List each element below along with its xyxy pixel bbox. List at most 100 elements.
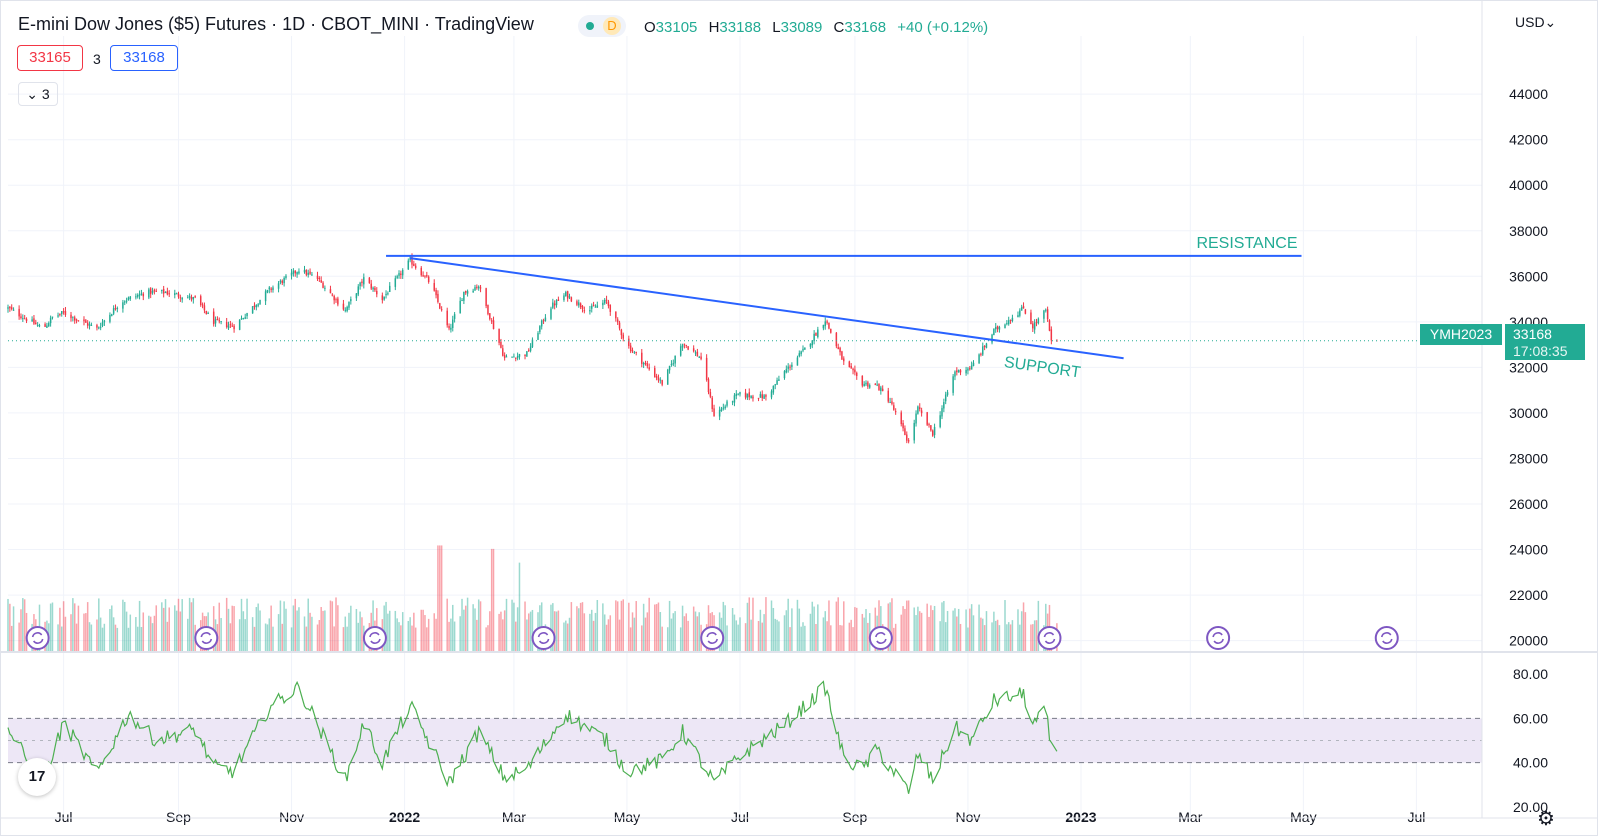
volume-bar xyxy=(463,609,465,652)
bar-countdown: 17:08:35 xyxy=(1513,343,1568,359)
candle-body xyxy=(590,305,593,309)
volume-bar xyxy=(731,608,734,652)
candle-body xyxy=(946,392,949,395)
candle-body xyxy=(259,300,261,305)
candle-body xyxy=(1050,329,1053,341)
volume-bar xyxy=(1020,611,1023,652)
candle-body xyxy=(268,287,271,290)
volume-bar xyxy=(529,611,532,652)
candle-body xyxy=(83,319,85,322)
candle-body xyxy=(129,296,132,299)
volume-bar xyxy=(492,548,495,652)
gear-icon[interactable]: ⚙ xyxy=(1537,808,1555,830)
market-status[interactable]: D xyxy=(578,15,626,37)
volume-bar xyxy=(188,597,191,652)
candle-body xyxy=(62,311,65,313)
volume-bar xyxy=(761,622,763,652)
volume-bar xyxy=(978,604,980,652)
candle-body xyxy=(1035,321,1038,323)
candle-body xyxy=(307,272,309,275)
volume-bar xyxy=(452,604,454,652)
collapse-indicators-button[interactable]: ⌄ 3 xyxy=(18,82,58,106)
chart-title[interactable]: E-mini Dow Jones ($5) Futures · 1D · CBO… xyxy=(18,14,534,34)
candle-body xyxy=(1030,312,1032,325)
dividend-symbol xyxy=(537,632,550,644)
candle-body xyxy=(544,317,547,321)
candle-body xyxy=(615,311,617,319)
candle-body xyxy=(707,379,710,393)
candle-body xyxy=(850,366,852,369)
candle-body xyxy=(381,295,384,301)
candle-body xyxy=(227,325,230,329)
tradingview-logo[interactable]: 17 xyxy=(18,758,56,796)
candle-body xyxy=(427,276,430,282)
volume-bar xyxy=(9,603,11,652)
candle-body xyxy=(187,297,189,299)
candle-body xyxy=(101,322,104,326)
dividend-marker-icon xyxy=(25,626,50,650)
volume-bar xyxy=(485,627,487,652)
volume-bar xyxy=(450,618,452,652)
candle-body xyxy=(316,275,319,279)
candle-body xyxy=(772,385,775,393)
candle-body xyxy=(277,283,280,289)
candle-body xyxy=(694,352,697,354)
candle-body xyxy=(7,307,9,309)
candle-body xyxy=(90,324,93,326)
volume-bar xyxy=(357,622,359,652)
candle-body xyxy=(111,314,113,316)
volume-bar xyxy=(526,619,528,652)
candle-body xyxy=(23,318,26,320)
candle-body xyxy=(20,316,22,319)
candle-body xyxy=(565,291,567,297)
volume-bar xyxy=(466,597,469,652)
buy-price-button[interactable]: 33168 xyxy=(110,45,178,71)
currency-selector[interactable]: USD⌄ xyxy=(1515,14,1557,30)
volume-bar xyxy=(592,620,595,652)
candle-body xyxy=(789,366,791,368)
candle-body xyxy=(218,320,221,322)
volume-bar xyxy=(433,613,435,652)
volume-bar xyxy=(843,601,845,652)
volume-bar xyxy=(965,609,967,652)
candle-body xyxy=(1033,322,1036,330)
sell-price-button[interactable]: 33165 xyxy=(17,45,83,71)
candle-body xyxy=(1004,324,1006,329)
candle-body xyxy=(1022,306,1025,309)
support-trendline xyxy=(409,257,1124,360)
candle-body xyxy=(648,367,650,370)
delayed-badge: D xyxy=(603,17,621,35)
candle-body xyxy=(668,365,671,371)
candle-body xyxy=(876,384,878,386)
volume-bar xyxy=(498,613,500,652)
rsi-pane: 80.00 60.00 40.00 20.00 xyxy=(7,666,1548,815)
volume-bar xyxy=(427,618,430,652)
candle-body xyxy=(1017,315,1019,318)
volume-bar xyxy=(620,600,623,652)
volume-bar xyxy=(855,607,858,652)
dividend-marker-icon xyxy=(868,626,893,650)
volume-bar xyxy=(826,621,828,652)
candle-body xyxy=(570,297,573,302)
volume-bar xyxy=(902,606,904,652)
volume-bar xyxy=(590,609,593,652)
candle-body xyxy=(620,329,623,336)
volume-bar xyxy=(272,626,274,652)
candle-body xyxy=(38,325,41,327)
volume-bar xyxy=(155,605,158,652)
candle-body xyxy=(476,286,478,288)
volume-bar xyxy=(298,607,300,652)
candle-body xyxy=(86,322,89,326)
candle-body xyxy=(463,291,465,301)
candle-body xyxy=(919,407,921,410)
candle-body xyxy=(685,344,688,346)
volume-bar xyxy=(772,607,775,652)
volume-bar xyxy=(23,599,26,652)
volume-bar xyxy=(839,625,841,652)
volume-bar xyxy=(283,601,285,652)
candle-body xyxy=(112,308,115,314)
candle-body xyxy=(985,343,988,348)
candle-body xyxy=(957,369,960,373)
volume-bar xyxy=(220,617,222,652)
